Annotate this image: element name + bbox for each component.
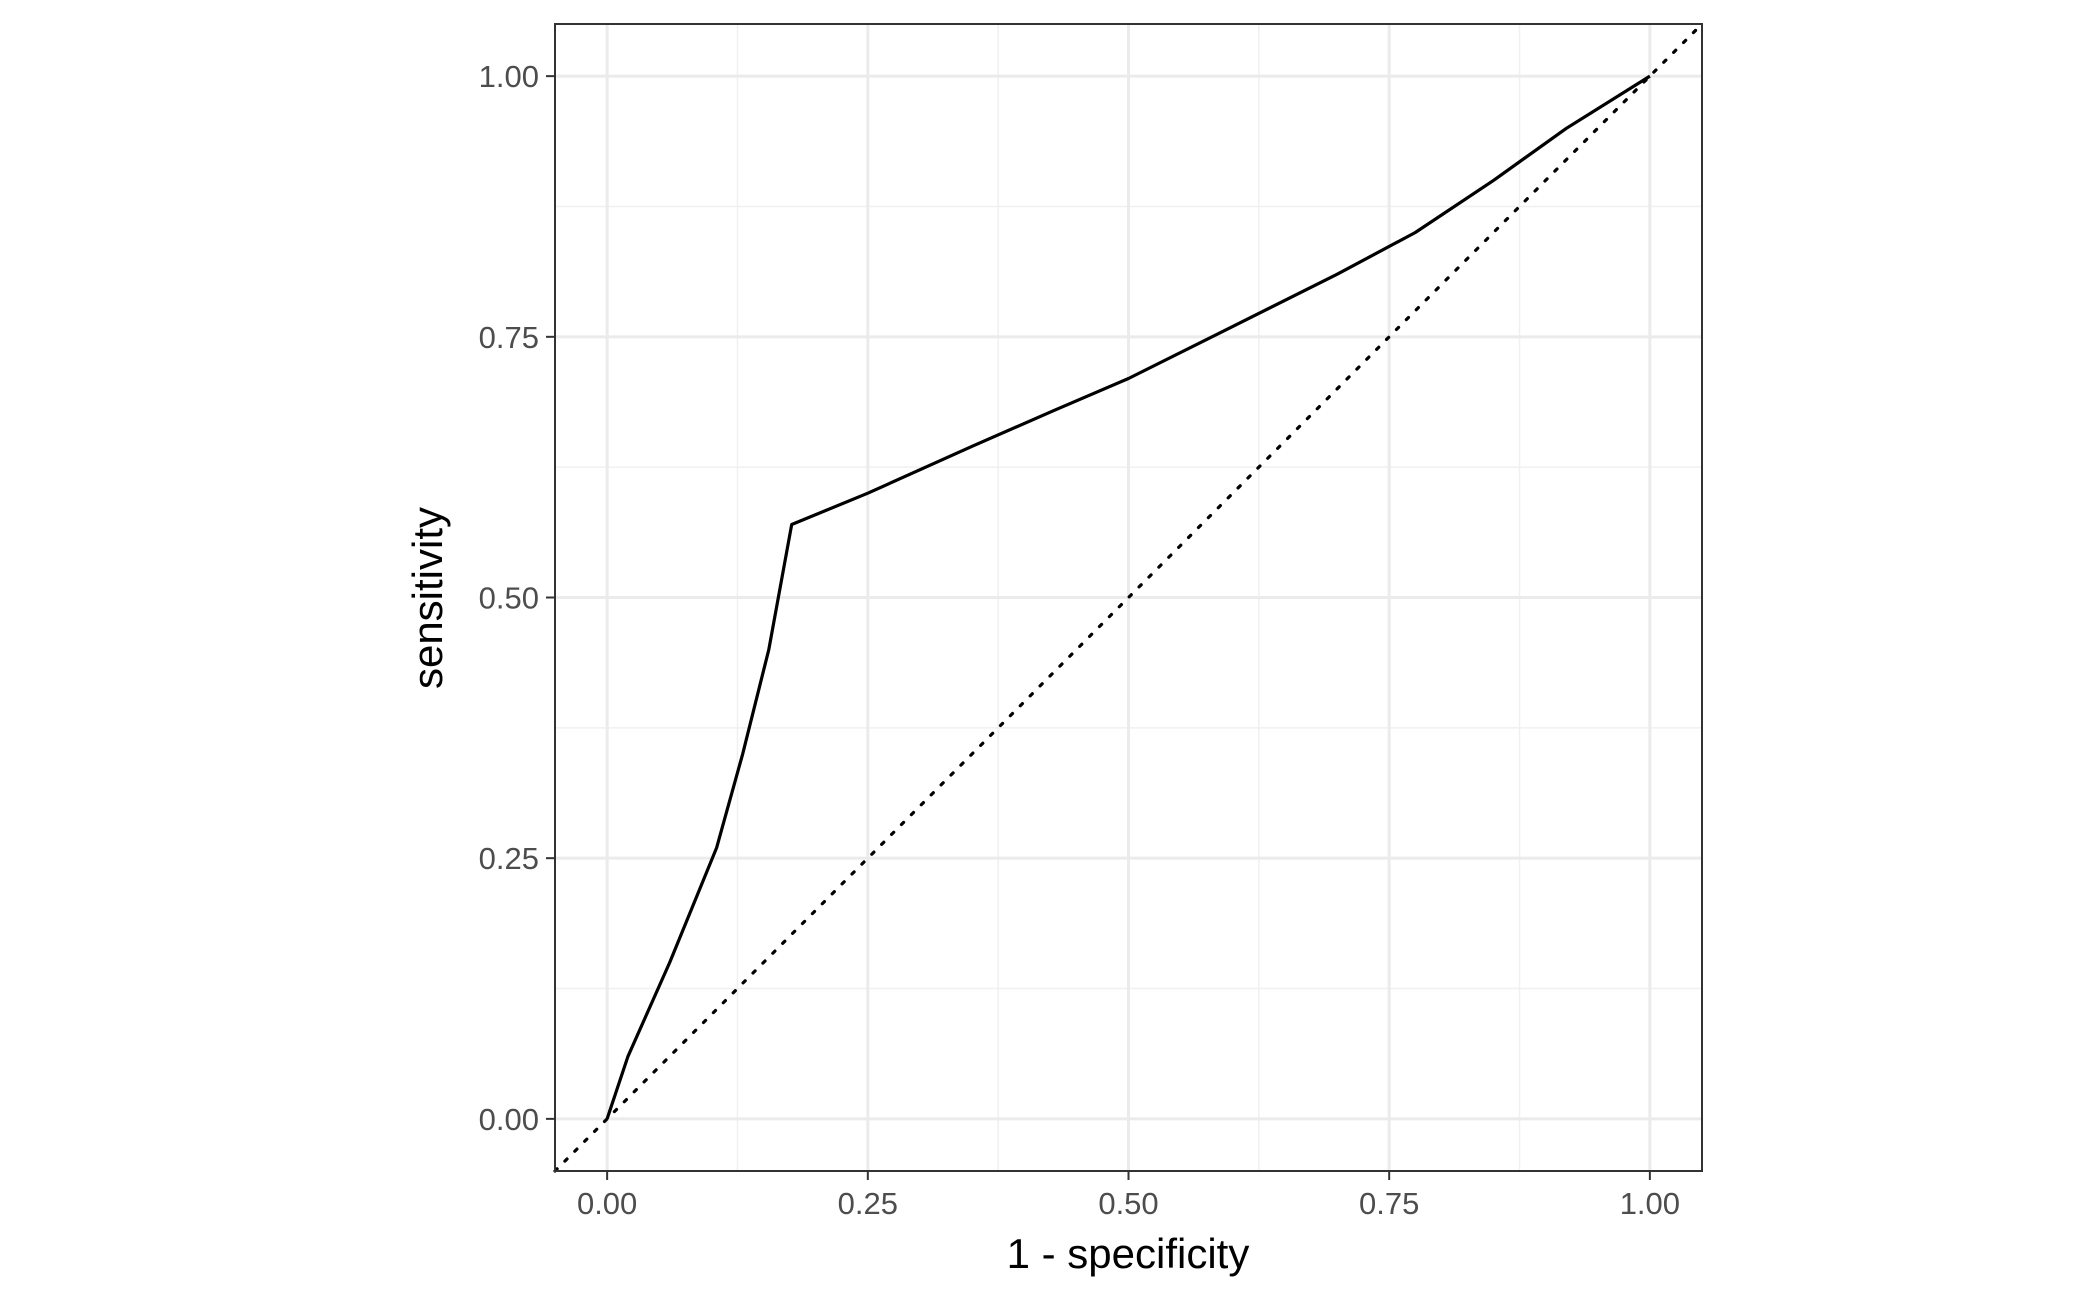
x-tick-label: 0.75	[1359, 1186, 1419, 1221]
y-tick-label: 0.50	[479, 581, 539, 616]
y-tick-label: 1.00	[479, 59, 539, 94]
y-axis-title: sensitivity	[404, 507, 451, 689]
y-tick-label: 0.75	[479, 320, 539, 355]
diagonal-reference-line	[553, 22, 1704, 1173]
series-layer	[553, 22, 1704, 1173]
x-tick-label: 0.25	[838, 1186, 898, 1221]
x-axis-title: 1 - specificity	[1007, 1230, 1250, 1277]
x-axis: 0.00 0.25 0.50 0.75 1.00	[577, 1171, 1680, 1221]
y-tick-label: 0.00	[479, 1102, 539, 1137]
y-axis: 0.00 0.25 0.50 0.75 1.00	[479, 59, 555, 1137]
x-tick-label: 1.00	[1620, 1186, 1680, 1221]
roc-curve-line	[605, 74, 1651, 1120]
y-tick-label: 0.25	[479, 841, 539, 876]
x-tick-label: 0.00	[577, 1186, 637, 1221]
x-tick-label: 0.50	[1098, 1186, 1158, 1221]
